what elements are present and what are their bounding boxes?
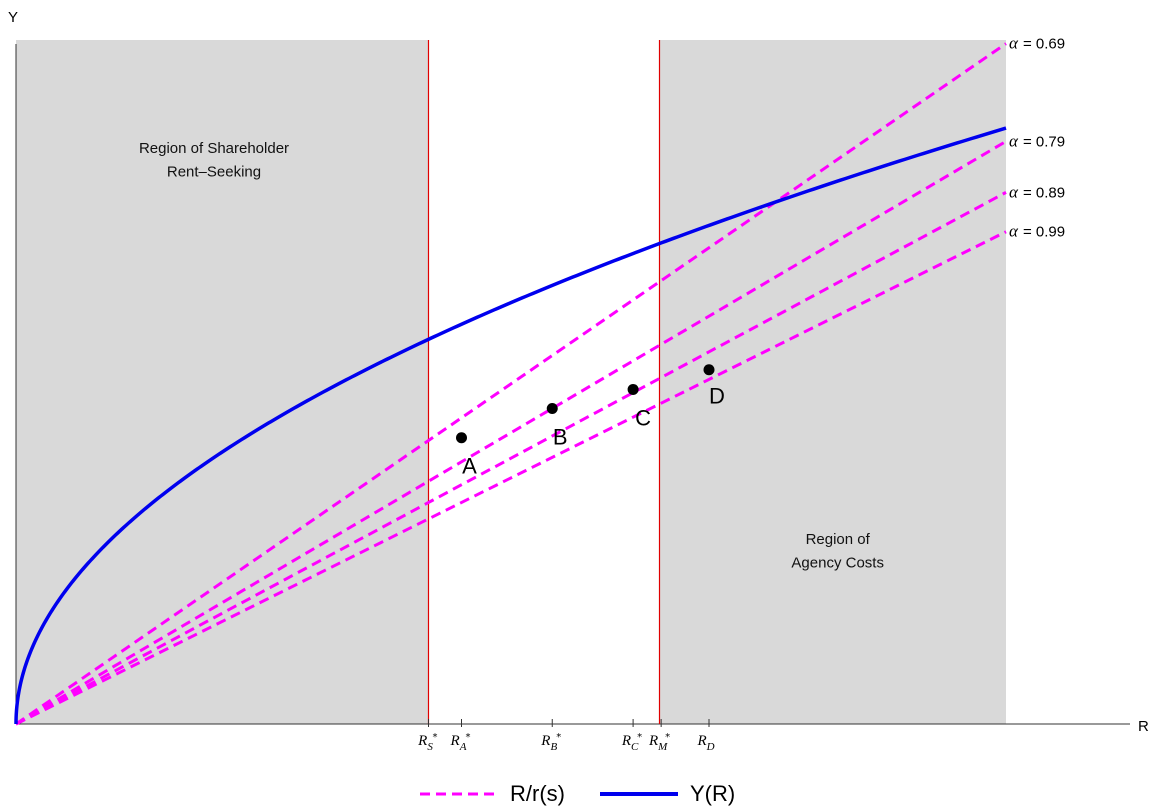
x-tick-sub-5: D xyxy=(706,741,715,753)
region-0-fill xyxy=(16,40,429,724)
point-b xyxy=(546,402,558,414)
ray-label-3: α = 0.99 xyxy=(1009,222,1065,241)
x-axis-label: R xyxy=(1138,718,1149,735)
axes: Y R xyxy=(8,9,1149,735)
curve-series xyxy=(14,126,1007,725)
x-tick-star-0: * xyxy=(433,732,438,743)
threshold-lines xyxy=(427,40,661,724)
point-a xyxy=(456,432,467,444)
x-tick-star-2: * xyxy=(556,732,561,743)
region-1-fill xyxy=(659,40,1006,724)
legend: R/r(s) Y(R) xyxy=(420,781,735,806)
x-tick-label-2: RB xyxy=(540,733,557,753)
point-label-c: C xyxy=(635,405,651,430)
x-ticks: RS* RA* RB* RC* RM* RD xyxy=(417,719,715,753)
x-tick-label-5: RD xyxy=(696,733,714,753)
point-c xyxy=(627,383,639,395)
point-label-b: B xyxy=(553,424,568,449)
ray-label-alpha-3: α xyxy=(1009,222,1019,241)
x-tick-main-4: R xyxy=(648,733,658,749)
ray-label-value-3: = 0.99 xyxy=(1023,224,1065,241)
x-tick-label-3: RC xyxy=(621,733,639,753)
ray-label-2: α = 0.89 xyxy=(1009,182,1065,201)
x-tick-sub-0: S xyxy=(427,741,433,753)
ray-series: α = 0.69α = 0.79α = 0.89α = 0.99 xyxy=(15,34,1065,726)
ray-label-0: α = 0.69 xyxy=(1009,34,1065,53)
point-label-d: D xyxy=(709,384,725,409)
ray-label-1: α = 0.79 xyxy=(1009,131,1065,150)
x-tick-label-4: RM xyxy=(648,733,668,753)
x-tick-main-5: R xyxy=(696,733,706,749)
ray-series-3 xyxy=(15,230,1007,726)
x-tick-main-0: R xyxy=(417,733,427,749)
point-label-a: A xyxy=(462,454,477,479)
x-tick-sub-2: B xyxy=(550,741,557,753)
legend-label-0: R/r(s) xyxy=(510,781,565,806)
region-0-label-0: Region of Shareholder xyxy=(139,140,289,157)
ray-label-value-2: = 0.89 xyxy=(1023,184,1065,201)
ray-series-0 xyxy=(15,42,1007,726)
x-tick-sub-4: M xyxy=(657,741,668,753)
ray-label-value-1: = 0.79 xyxy=(1023,133,1065,150)
region-0-label-1: Rent–Seeking xyxy=(167,164,261,181)
x-tick-main-3: R xyxy=(621,733,631,749)
region-1-label-1: Agency Costs xyxy=(791,555,884,572)
ray-label-value-0: = 0.69 xyxy=(1023,36,1065,53)
x-tick-star-4: * xyxy=(665,732,670,743)
x-tick-star-1: * xyxy=(466,732,471,743)
ray-label-alpha-1: α xyxy=(1009,131,1019,150)
ray-label-alpha-2: α xyxy=(1009,182,1019,201)
x-tick-star-3: * xyxy=(637,732,642,743)
legend-label-1: Y(R) xyxy=(690,781,735,806)
region-1-label-0: Region of xyxy=(806,531,871,548)
point-d xyxy=(703,364,715,376)
x-tick-sub-3: C xyxy=(631,741,639,753)
curve-line xyxy=(14,126,1007,725)
x-tick-main-2: R xyxy=(540,733,550,749)
shaded-regions: Region of Shareholder Rent–Seeking Region … xyxy=(16,40,1006,724)
x-tick-main-1: R xyxy=(450,733,460,749)
x-tick-label-1: RA xyxy=(450,733,467,753)
x-tick-sub-1: A xyxy=(459,741,467,753)
ray-series-2 xyxy=(15,191,1007,726)
intersection-points: A B C D xyxy=(456,364,725,479)
y-axis-label: Y xyxy=(8,9,18,26)
ray-label-alpha-0: α xyxy=(1009,34,1019,53)
x-tick-label-0: RS xyxy=(417,733,433,753)
